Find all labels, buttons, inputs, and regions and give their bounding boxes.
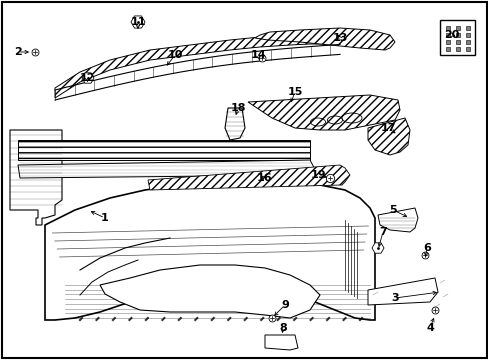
Text: 10: 10 — [167, 50, 183, 60]
Text: 1: 1 — [101, 213, 109, 223]
Text: 8: 8 — [279, 323, 286, 333]
Polygon shape — [131, 16, 145, 28]
Polygon shape — [224, 108, 244, 140]
Text: 11: 11 — [130, 17, 145, 27]
Text: 4: 4 — [425, 323, 433, 333]
Text: 13: 13 — [332, 33, 347, 43]
Text: 12: 12 — [79, 73, 95, 83]
Polygon shape — [254, 28, 394, 50]
Polygon shape — [18, 160, 317, 178]
Polygon shape — [439, 20, 474, 55]
Polygon shape — [247, 95, 399, 130]
Text: 2: 2 — [14, 47, 22, 57]
Polygon shape — [264, 335, 297, 350]
Polygon shape — [377, 208, 417, 232]
Text: 18: 18 — [230, 103, 245, 113]
Polygon shape — [18, 140, 309, 160]
Polygon shape — [55, 35, 329, 98]
Text: 9: 9 — [281, 300, 288, 310]
Text: 19: 19 — [309, 170, 325, 180]
Text: 6: 6 — [422, 243, 430, 253]
Text: 14: 14 — [250, 50, 265, 60]
Polygon shape — [45, 180, 374, 320]
Text: 17: 17 — [380, 123, 395, 133]
Polygon shape — [82, 73, 94, 83]
Polygon shape — [10, 130, 62, 225]
Text: 20: 20 — [444, 30, 459, 40]
Text: 15: 15 — [287, 87, 302, 97]
Polygon shape — [371, 243, 383, 253]
Text: 5: 5 — [388, 205, 396, 215]
Polygon shape — [367, 278, 437, 305]
Polygon shape — [100, 265, 319, 318]
Text: 7: 7 — [378, 227, 386, 237]
Polygon shape — [148, 165, 349, 190]
Text: 3: 3 — [390, 293, 398, 303]
Polygon shape — [367, 118, 409, 155]
Text: 16: 16 — [257, 173, 272, 183]
